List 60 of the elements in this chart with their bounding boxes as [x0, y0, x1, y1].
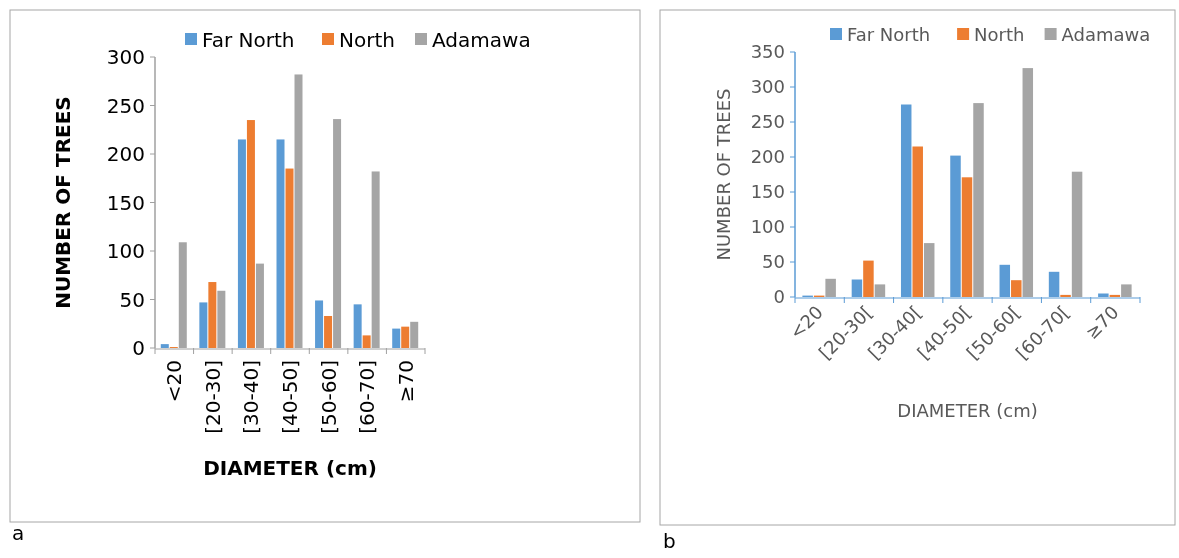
bar: [237, 139, 246, 348]
bar: [825, 278, 836, 297]
y-tick-label: 0: [773, 286, 785, 308]
text: a: [12, 521, 25, 545]
x-axis-title: DIAMETER (cm): [203, 456, 377, 480]
bar: [199, 302, 208, 348]
legend-label: Far North: [202, 28, 295, 52]
bar: [1060, 294, 1071, 297]
y-tick-label: 200: [106, 142, 145, 166]
bar: [863, 260, 874, 297]
y-tick-label: 300: [106, 45, 145, 69]
y-axis-title: NUMBER OF TREES: [713, 88, 734, 261]
bar: [160, 344, 169, 348]
y-tick-label: 100: [750, 216, 785, 238]
bar: [961, 177, 973, 297]
legend-label: Far North: [847, 24, 931, 46]
bar: [208, 282, 217, 348]
bar: [362, 335, 371, 348]
bar: [324, 315, 333, 348]
bar: [401, 326, 410, 348]
bar: [315, 300, 324, 348]
bar: [276, 139, 285, 348]
y-tick-label: 50: [762, 251, 785, 273]
bar: [246, 120, 255, 348]
x-tick-label: ≥70: [393, 360, 418, 403]
bar: [1109, 294, 1121, 297]
y-tick-label: 200: [750, 146, 785, 168]
y-tick-label: 350: [750, 41, 785, 63]
bar: [912, 146, 923, 297]
bar: [353, 304, 362, 348]
x-tick-label: [40-50]: [278, 360, 302, 434]
text: b: [663, 529, 676, 553]
bar: [874, 284, 886, 297]
y-tick-label: 0: [132, 336, 145, 360]
x-tick-label: <20: [162, 360, 187, 403]
bar: [1071, 171, 1083, 297]
x-tick-label: [50-60]: [316, 360, 341, 434]
y-tick-label: 150: [750, 181, 785, 203]
y-tick-label: 50: [119, 287, 145, 312]
bar: [923, 243, 935, 297]
y-tick-label: 150: [106, 190, 145, 215]
y-tick-label: 100: [106, 239, 145, 263]
y-axis-title: NUMBER OF TREES: [51, 96, 75, 309]
y-tick-label: 250: [750, 111, 785, 133]
legend-label: Adamawa: [1061, 24, 1151, 46]
bar: [285, 168, 294, 348]
bar: [1022, 68, 1034, 297]
x-tick-label: [60-70]: [355, 360, 380, 434]
bar: [392, 328, 401, 348]
bar: [1011, 280, 1022, 297]
x-tick-label: [20-30]: [200, 360, 225, 434]
x-tick-label: [30-40]: [239, 360, 264, 434]
bar: [973, 103, 984, 297]
x-axis-title: DIAMETER (cm): [897, 400, 1038, 421]
legend-label: North: [339, 28, 395, 52]
legend-label: North: [974, 24, 1025, 46]
y-tick-label: 300: [750, 76, 785, 98]
bar: [1121, 284, 1132, 297]
y-tick-label: 250: [106, 93, 145, 118]
legend-label: Adamawa: [432, 28, 531, 52]
